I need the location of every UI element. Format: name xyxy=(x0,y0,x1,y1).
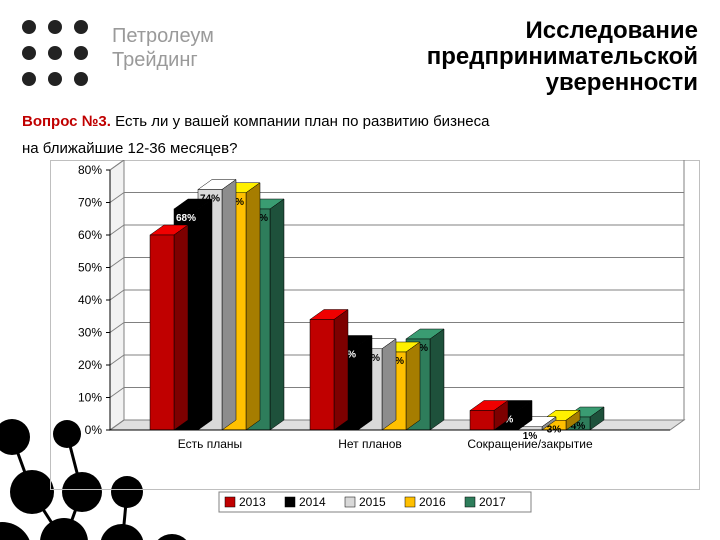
svg-text:70%: 70% xyxy=(78,196,102,210)
svg-text:6%: 6% xyxy=(475,415,490,426)
title-line3: уверенности xyxy=(427,70,698,96)
svg-text:2017: 2017 xyxy=(479,495,506,509)
svg-text:2014: 2014 xyxy=(299,495,326,509)
question-lead: Вопрос №3. xyxy=(22,113,111,130)
svg-text:2015: 2015 xyxy=(359,495,386,509)
svg-text:0%: 0% xyxy=(85,423,103,437)
svg-text:80%: 80% xyxy=(78,163,102,177)
svg-text:50%: 50% xyxy=(78,261,102,275)
svg-text:20%: 20% xyxy=(78,358,102,372)
brand-name: Петролеум Трейдинг xyxy=(112,24,214,72)
svg-text:2013: 2013 xyxy=(239,495,266,509)
page-title: Исследование предпринимательской уверенн… xyxy=(427,18,698,96)
svg-text:68%: 68% xyxy=(176,213,196,224)
svg-text:Есть планы: Есть планы xyxy=(178,437,242,451)
svg-text:30%: 30% xyxy=(78,326,102,340)
title-line1: Исследование xyxy=(427,18,698,44)
question-line2: на ближайшие 12-36 месяцев? xyxy=(22,135,698,162)
svg-text:2016: 2016 xyxy=(419,495,446,509)
svg-text:Нет планов: Нет планов xyxy=(338,437,402,451)
svg-text:Сокращение/закрытие: Сокращение/закрытие xyxy=(467,437,593,451)
svg-text:34%: 34% xyxy=(312,324,332,335)
question-rest: Есть ли у вашей компании план по развити… xyxy=(111,113,489,130)
svg-text:40%: 40% xyxy=(78,293,102,307)
brand-line2: Трейдинг xyxy=(112,48,214,72)
logo-dots xyxy=(22,20,92,90)
question-text: Вопрос №3. Есть ли у вашей компании план… xyxy=(22,108,698,162)
title-line2: предпринимательской xyxy=(427,44,698,70)
chart-container: 0%10%20%30%40%50%60%70%80%68%73%74%68%60… xyxy=(50,160,700,520)
svg-text:10%: 10% xyxy=(78,391,102,405)
brand-line1: Петролеум xyxy=(112,24,214,48)
svg-text:60%: 60% xyxy=(78,228,102,242)
svg-text:60%: 60% xyxy=(152,239,172,250)
bar-chart: 0%10%20%30%40%50%60%70%80%68%73%74%68%60… xyxy=(50,160,700,520)
